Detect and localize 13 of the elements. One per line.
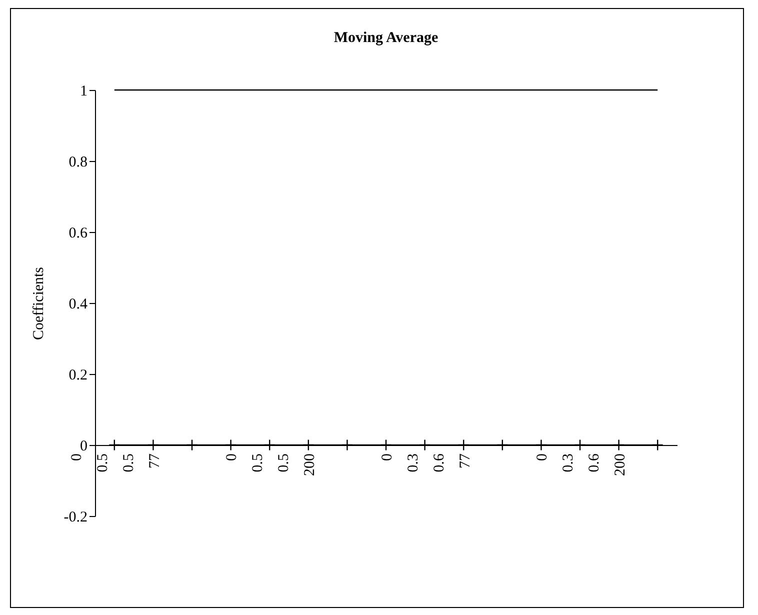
y-tick-label: 0 — [80, 438, 88, 454]
x-tick-label: 0 0.3 0.6 77 — [379, 453, 474, 472]
y-tick-label: 0.8 — [68, 154, 88, 170]
y-tick-label: 0.2 — [68, 368, 88, 384]
y-tick-label: 0.6 — [68, 226, 88, 242]
y-axis-title: Coefficients — [30, 266, 47, 340]
chart-title: Moving Average — [334, 30, 438, 46]
y-tick-label: 0.4 — [68, 296, 88, 312]
x-tick-label: 0 0.5 0.5 200 — [224, 454, 318, 476]
x-tick-label: 0 0.3 0.6 200 — [534, 453, 628, 476]
y-tick-label: -0.2 — [64, 510, 88, 526]
x-tick-label: 0 0.5 0.5 77 — [68, 453, 163, 472]
y-tick-label: 1 — [80, 84, 88, 100]
